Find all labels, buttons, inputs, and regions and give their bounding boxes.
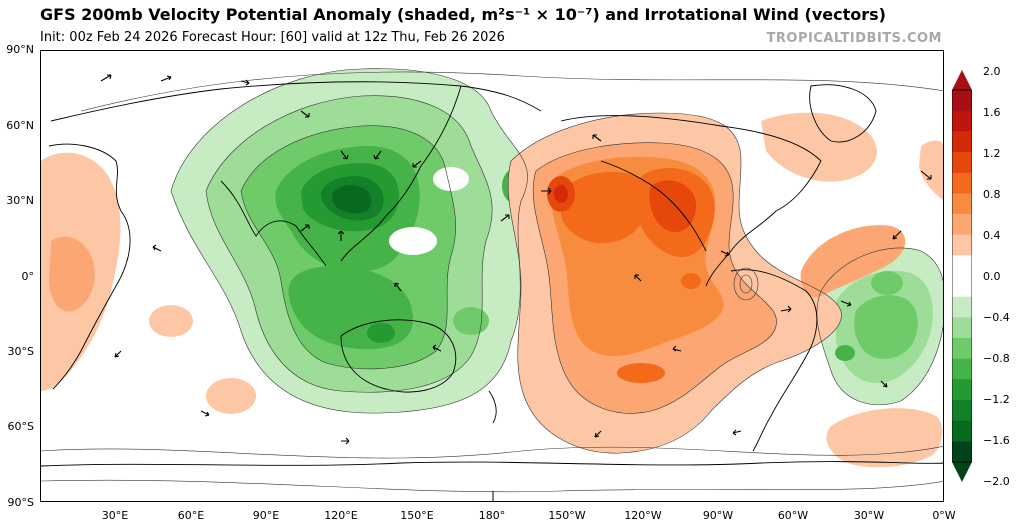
velocity-potential-contours <box>41 68 943 493</box>
positive-anomaly-region-west <box>41 112 943 468</box>
colorbar-segment <box>952 255 972 277</box>
colorbar-bottom-arrow <box>952 462 972 482</box>
colorbar-segment <box>952 317 972 339</box>
lon-label-90e: 90°E <box>252 509 280 522</box>
colorbar-segment <box>952 131 972 153</box>
lon-label-150w: 150°W <box>548 509 586 522</box>
negative-anomaly-region <box>171 68 530 414</box>
colorbar-label: −0.8 <box>983 352 1010 365</box>
colorbar-segment <box>952 193 972 215</box>
colorbar-segment <box>952 110 972 132</box>
colorbar-segment <box>952 441 972 463</box>
map-panel <box>40 50 944 502</box>
lon-label-30e: 30°E <box>101 509 129 522</box>
source-watermark: TROPICALTIDBITS.COM <box>766 31 942 46</box>
lon-label-0w: 0°W <box>932 509 956 522</box>
colorbar-segment <box>952 400 972 422</box>
lat-label-60s: 60°S <box>7 420 34 433</box>
colorbar-label: −2.0 <box>983 475 1010 488</box>
colorbar-graphic <box>951 70 973 482</box>
colorbar-segment <box>952 214 972 236</box>
lat-label-60n: 60°N <box>6 119 34 132</box>
lon-label-180: 180° <box>478 509 506 522</box>
colorbar-segment <box>952 152 972 174</box>
positive-anomaly-region <box>508 113 842 454</box>
colorbar-top-arrow <box>952 70 972 90</box>
colorbar-segment <box>952 276 972 298</box>
lat-label-30n: 30°N <box>6 194 34 207</box>
colorbar-label: 1.2 <box>983 147 1001 160</box>
colorbar-label: −1.6 <box>983 434 1010 447</box>
colorbar-segment <box>952 420 972 442</box>
lon-label-120e: 120°E <box>324 509 358 522</box>
lon-label-60e: 60°E <box>177 509 205 522</box>
map-title: GFS 200mb Velocity Potential Anomaly (sh… <box>40 5 886 24</box>
coastlines <box>41 81 943 467</box>
colorbar-label: 1.6 <box>983 106 1001 119</box>
colorbar-label: −1.2 <box>983 393 1010 406</box>
colorbar-segment <box>952 338 972 360</box>
colorbar-segment <box>952 172 972 194</box>
lon-label-120w: 120°W <box>624 509 662 522</box>
colorbar-segment <box>952 90 972 112</box>
lon-label-90w: 90°W <box>702 509 734 522</box>
lon-label-30w: 30°W <box>853 509 885 522</box>
lat-label-30s: 30°S <box>7 345 34 358</box>
colorbar-label: 0.0 <box>983 270 1001 283</box>
negative-anomaly-region-atlantic <box>816 248 943 405</box>
lon-label-150e: 150°E <box>400 509 434 522</box>
colorbar-label: 0.8 <box>983 188 1001 201</box>
velocity-potential-map <box>41 51 943 501</box>
colorbar-segment <box>952 234 972 256</box>
colorbar-segment <box>952 358 972 380</box>
colorbar-segment <box>952 296 972 318</box>
lat-label-eq: 0° <box>21 270 35 283</box>
colorbar-label: 2.0 <box>983 65 1001 78</box>
irrotational-wind-vectors <box>100 74 932 445</box>
colorbar-segments <box>952 90 972 463</box>
colorbar <box>951 70 973 482</box>
colorbar-label: 0.4 <box>983 229 1001 242</box>
lat-label-90s: 90°S <box>7 496 34 509</box>
colorbar-label: −0.4 <box>983 311 1010 324</box>
colorbar-segment <box>952 379 972 401</box>
map-subtitle: Init: 00z Feb 24 2026 Forecast Hour: [60… <box>40 30 505 45</box>
lat-label-90n: 90°N <box>6 43 34 56</box>
lon-label-60w: 60°W <box>777 509 809 522</box>
